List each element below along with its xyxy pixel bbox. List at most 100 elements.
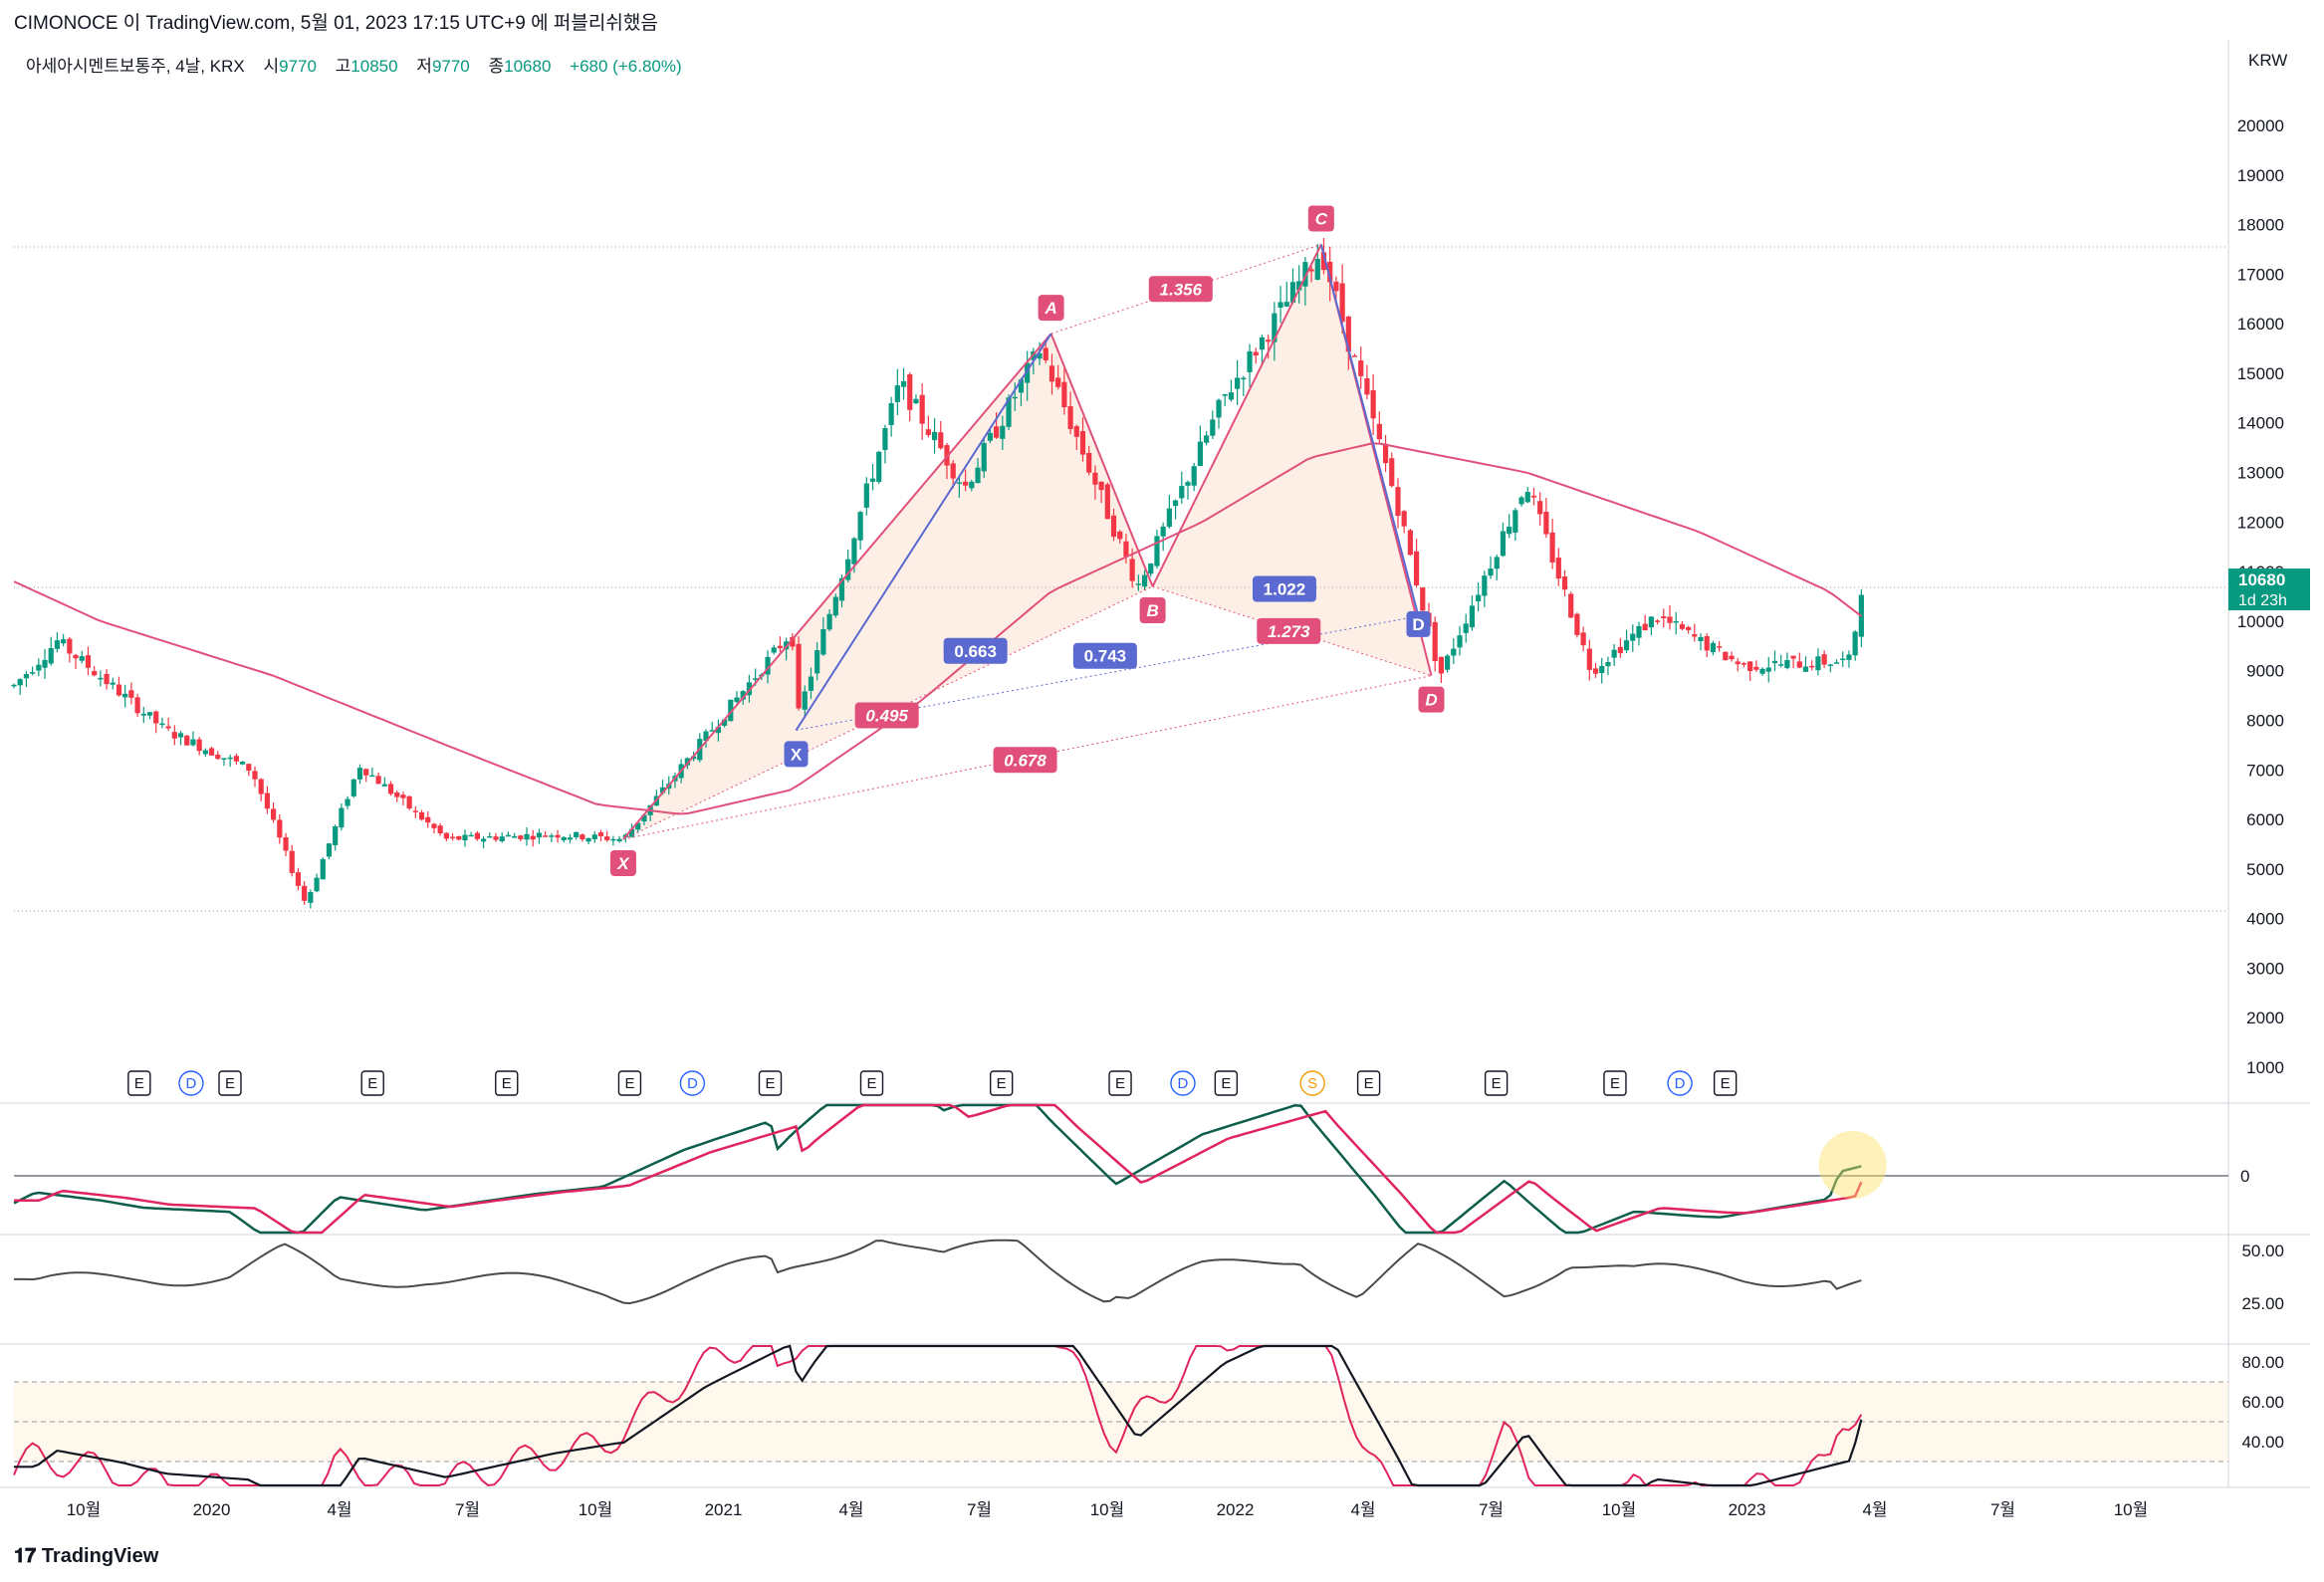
pattern-point-a-text: A: [1044, 299, 1056, 318]
pattern-point-x-text: X: [616, 854, 630, 873]
candle-body: [987, 432, 994, 441]
candle-body: [1796, 661, 1802, 668]
candle-body: [1765, 667, 1771, 672]
candle-body: [54, 640, 61, 649]
candle-body: [289, 850, 295, 873]
candle-body: [116, 684, 122, 696]
candle-body: [128, 690, 134, 698]
candle-body: [1210, 419, 1216, 436]
price-tick-label: 8000: [2246, 711, 2284, 730]
candle-body: [443, 832, 449, 839]
candle-body: [1771, 660, 1778, 664]
candle-body: [85, 655, 92, 668]
pattern-point-b-bg: [1139, 597, 1166, 624]
macd-line: [13, 1103, 1862, 1235]
candle-body: [1698, 636, 1704, 642]
close-value: 10680: [504, 57, 552, 76]
candle-body: [512, 835, 518, 838]
candle-body: [1216, 399, 1222, 418]
price-tick-label: 1000: [2246, 1058, 2284, 1077]
candle-body: [110, 682, 116, 685]
candle-body: [1717, 646, 1723, 648]
candle-body: [882, 428, 888, 450]
event-e-marker: E: [1356, 1070, 1381, 1096]
candle-body: [894, 385, 900, 402]
event-box: [1603, 1070, 1627, 1096]
candle-body: [1704, 635, 1710, 651]
candle-body: [1098, 481, 1104, 491]
inner-ratio-text: 0.663: [954, 642, 997, 661]
candle-body: [73, 654, 79, 659]
candle-body: [227, 757, 233, 760]
adx-tick-label: 50.00: [2241, 1242, 2284, 1260]
candle-body: [1494, 557, 1500, 569]
event-letter: E: [134, 1075, 144, 1092]
candle-body: [381, 784, 387, 787]
event-letter: D: [186, 1075, 197, 1092]
time-tick-label: 4월: [1350, 1500, 1375, 1519]
pattern-point-a: A: [1038, 295, 1064, 322]
open-label: 시: [263, 57, 280, 76]
event-letter: D: [687, 1075, 698, 1092]
candle-body: [1574, 613, 1580, 635]
candle-body: [549, 835, 555, 837]
pattern-point-x: X: [609, 849, 636, 876]
time-tick-label: 7월: [1990, 1500, 2015, 1519]
event-e-marker: E: [218, 1070, 242, 1096]
event-e-marker: E: [360, 1070, 384, 1096]
event-box: [1214, 1070, 1239, 1096]
time-tick-label: 2022: [1217, 1500, 1255, 1519]
price-tick-label: 5000: [2246, 860, 2284, 879]
candle-body: [418, 811, 425, 820]
event-e-marker: E: [989, 1070, 1014, 1096]
candle-body: [561, 836, 567, 841]
candle-body: [1370, 390, 1376, 419]
candle-body: [387, 784, 394, 794]
candle-body: [302, 885, 308, 901]
time-tick-label: 7월: [455, 1500, 480, 1519]
candle-body: [518, 835, 524, 839]
inner-point-x-bg: [784, 741, 809, 768]
candle-body: [790, 636, 796, 647]
event-letter: E: [367, 1075, 377, 1092]
candle-body: [295, 872, 302, 886]
candle-body: [969, 481, 975, 489]
event-e-marker: E: [495, 1070, 519, 1096]
candle-body: [1463, 623, 1469, 633]
candle-body: [1222, 394, 1228, 396]
event-letter: E: [1721, 1075, 1731, 1092]
time-tick-label: 2021: [705, 1500, 743, 1519]
candle-body: [1605, 662, 1611, 667]
event-box: [1484, 1070, 1509, 1096]
candle-body: [1204, 435, 1210, 443]
candle-body: [734, 697, 740, 703]
last-price-value: 10680: [2238, 570, 2285, 589]
candle-body: [1476, 594, 1482, 602]
pattern-labels: X A B C D X D 1.356 0.495 0.678 1.273 0.663 1.022 0.7…: [609, 205, 1445, 876]
symbol-name: 아세아시멘트보통주, 4날, KRX: [26, 57, 245, 76]
candle-body: [1092, 472, 1098, 485]
tv-logo-icon: 𝟏𝟕: [14, 1545, 37, 1567]
event-box: [617, 1070, 642, 1096]
inner-point-d-bg: [1406, 610, 1431, 637]
candle-body: [98, 677, 104, 680]
candle-body: [1759, 668, 1765, 674]
pane-borders: [0, 40, 2310, 1488]
candle-body: [1104, 484, 1110, 520]
candle-body: [925, 429, 931, 435]
rsi-tick-label: 60.00: [2241, 1393, 2284, 1412]
candle-body: [221, 758, 227, 760]
candle-body: [931, 431, 938, 441]
candle-body: [1376, 423, 1382, 440]
pattern-ratio-line: [622, 585, 1153, 840]
price-tick-label: 20000: [2237, 116, 2284, 135]
candle-body: [740, 691, 746, 700]
candle-body: [308, 891, 314, 903]
candle-body: [1141, 574, 1148, 587]
candle-body: [345, 798, 350, 806]
candle-body: [177, 733, 184, 738]
tradingview-logo[interactable]: 𝟏𝟕 TradingView: [14, 1545, 158, 1568]
pattern-point-d-text: D: [1425, 691, 1437, 710]
candle-body: [1543, 512, 1549, 535]
